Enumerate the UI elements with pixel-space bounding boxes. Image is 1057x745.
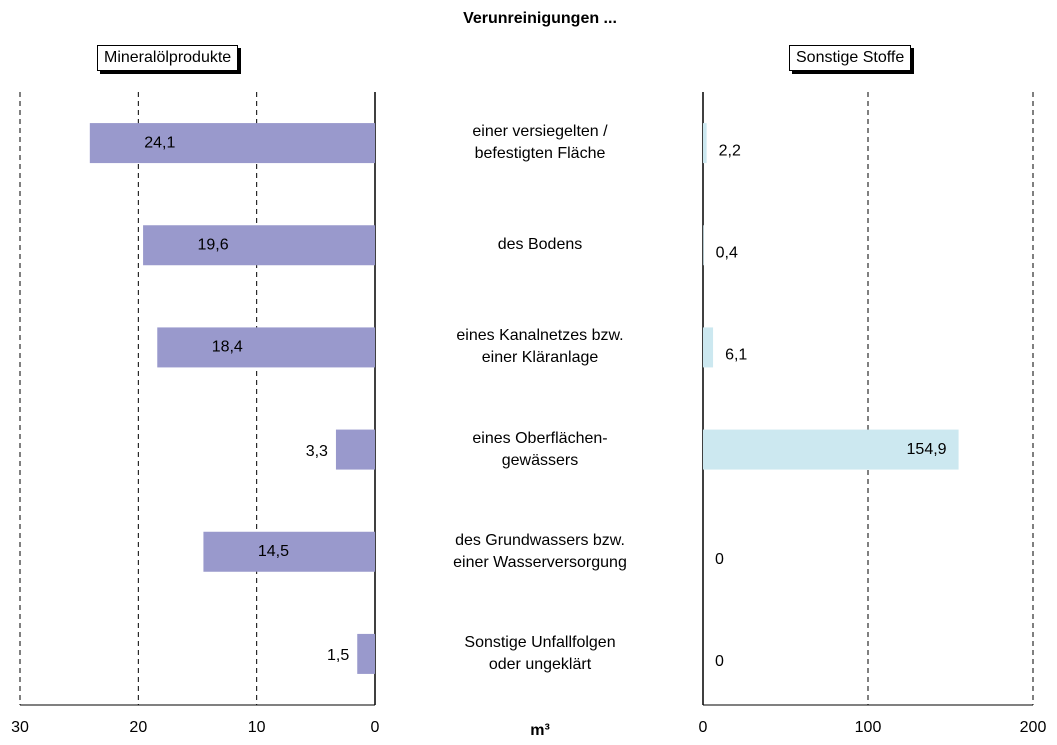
x-tick-label: 0 — [371, 719, 380, 736]
category-label: des Grundwassers bzw. einer Wasserversor… — [453, 531, 627, 571]
value-label: 19,6 — [197, 236, 228, 253]
x-tick-label: 0 — [699, 719, 708, 736]
x-tick-label: 100 — [855, 719, 882, 736]
category-label: des Bodens — [497, 236, 583, 254]
bar — [703, 429, 959, 470]
value-label: 2,2 — [719, 142, 741, 159]
value-label: 18,4 — [212, 339, 243, 356]
bar — [157, 327, 375, 368]
x-tick-label: 10 — [248, 719, 266, 736]
value-label: 0 — [715, 551, 724, 568]
value-label: 3,3 — [306, 443, 328, 460]
value-label: 0 — [715, 653, 724, 670]
value-label: 24,1 — [144, 134, 175, 151]
panel-title: Sonstige Stoffe — [789, 45, 912, 71]
bar — [357, 633, 375, 674]
bar — [703, 123, 707, 164]
chart-title: Verunreinigungen ... — [463, 10, 617, 27]
value-label: 14,5 — [258, 543, 289, 560]
bar — [89, 123, 376, 164]
category-label: eines Oberflächen- gewässers — [472, 429, 608, 469]
value-label: 1,5 — [327, 647, 349, 664]
value-label: 0,4 — [716, 244, 738, 261]
value-label: 6,1 — [725, 347, 747, 364]
category-label: eines Kanalnetzes bzw. einer Kläranlage — [456, 327, 624, 367]
x-tick-label: 30 — [11, 719, 29, 736]
x-axis-label: m³ — [530, 722, 550, 739]
category-label: einer versiegelten / befestigten Fläche — [472, 123, 608, 163]
bar — [703, 225, 704, 266]
x-tick-label: 20 — [129, 719, 147, 736]
x-tick-label: 200 — [1020, 719, 1047, 736]
bar — [143, 225, 375, 266]
value-label: 154,9 — [907, 441, 947, 458]
category-label: Sonstige Unfallfolgen oder ungeklärt — [464, 633, 616, 673]
bar — [703, 327, 714, 368]
panel-title: Mineralölprodukte — [97, 45, 239, 71]
bar — [335, 429, 375, 470]
bar — [203, 531, 375, 572]
